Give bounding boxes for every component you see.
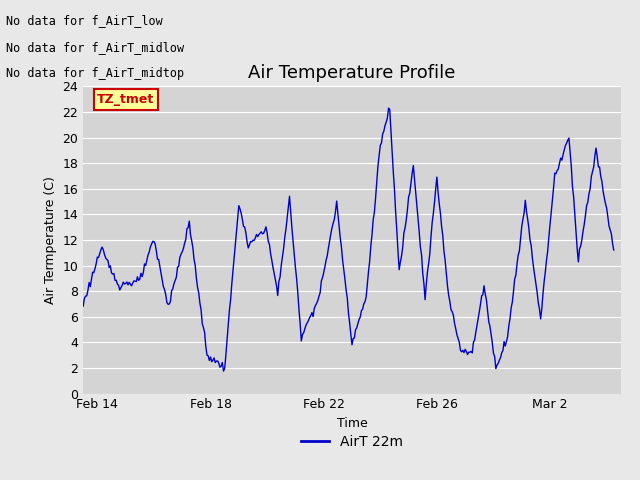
Text: No data for f_AirT_low: No data for f_AirT_low <box>6 14 163 27</box>
Legend: AirT 22m: AirT 22m <box>296 429 408 454</box>
Text: No data for f_AirT_midtop: No data for f_AirT_midtop <box>6 67 184 80</box>
Y-axis label: Air Termperature (C): Air Termperature (C) <box>44 176 57 304</box>
Title: Air Temperature Profile: Air Temperature Profile <box>248 64 456 82</box>
Text: No data for f_AirT_midlow: No data for f_AirT_midlow <box>6 41 184 54</box>
X-axis label: Time: Time <box>337 417 367 430</box>
Text: TZ_tmet: TZ_tmet <box>97 93 155 106</box>
